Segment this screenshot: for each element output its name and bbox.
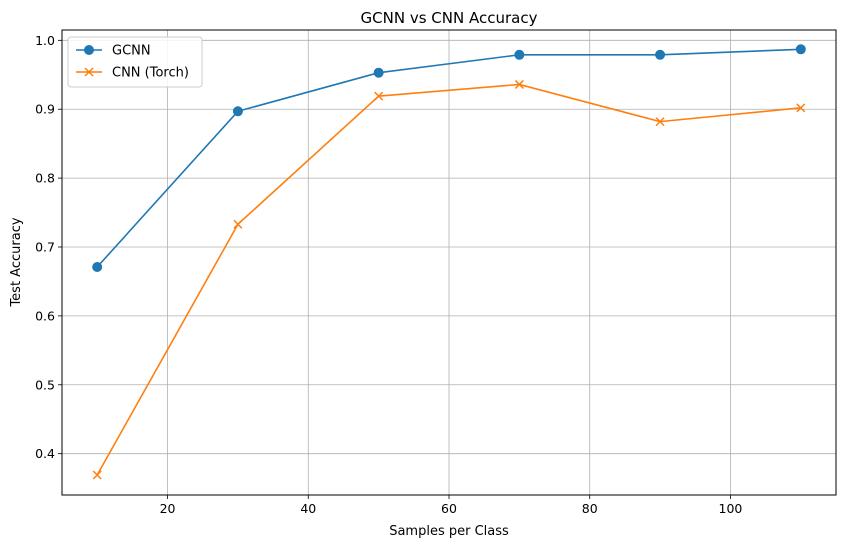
tick-layer: 20 40 60 80 100 0.4 0.5 0.6 0.7 0.8 0.9 1.0: [35, 33, 742, 516]
y-tick-label: 0.5: [35, 377, 55, 392]
y-tick-label: 0.4: [35, 446, 55, 461]
x-tick-label: 80: [582, 501, 598, 516]
series-line: [96, 48, 801, 268]
x-tick-label: 100: [719, 501, 743, 516]
data-point: [92, 261, 103, 272]
grid-layer: [62, 30, 836, 495]
data-point: [514, 79, 524, 89]
data-point: [655, 49, 666, 60]
series-layer: [92, 44, 806, 480]
data-point: [374, 91, 384, 101]
legend: GCNN CNN (Torch): [67, 36, 203, 88]
chart-title: GCNN vs CNN Accuracy: [361, 9, 538, 27]
data-point: [233, 219, 243, 229]
y-tick-label: 0.8: [35, 171, 55, 186]
data-point: [373, 67, 384, 78]
legend-label: CNN (Torch): [112, 66, 189, 81]
series-line: [96, 83, 801, 476]
data-point: [514, 49, 525, 60]
x-tick-label: 60: [441, 501, 457, 516]
data-point: [796, 103, 806, 113]
y-tick-label: 1.0: [35, 33, 55, 48]
y-tick-label: 0.9: [35, 102, 55, 117]
y-tick-label: 0.6: [35, 308, 55, 323]
data-point: [232, 106, 243, 117]
legend-item: CNN (Torch): [76, 66, 189, 81]
x-tick-label: 40: [300, 501, 316, 516]
x-axis-title: Samples per Class: [389, 524, 509, 539]
legend-item: GCNN: [76, 44, 151, 59]
legend-marker: [84, 67, 94, 77]
series-gcnn: [92, 44, 806, 272]
legend-marker: [84, 45, 94, 55]
data-point: [92, 470, 102, 480]
y-axis-title: Test Accuracy: [9, 217, 24, 307]
y-tick-label: 0.7: [35, 240, 55, 255]
legend-label: GCNN: [112, 44, 151, 59]
data-point: [795, 44, 806, 55]
data-point: [655, 117, 665, 127]
series-cnn-torch: [92, 79, 806, 480]
x-tick-label: 20: [160, 501, 176, 516]
